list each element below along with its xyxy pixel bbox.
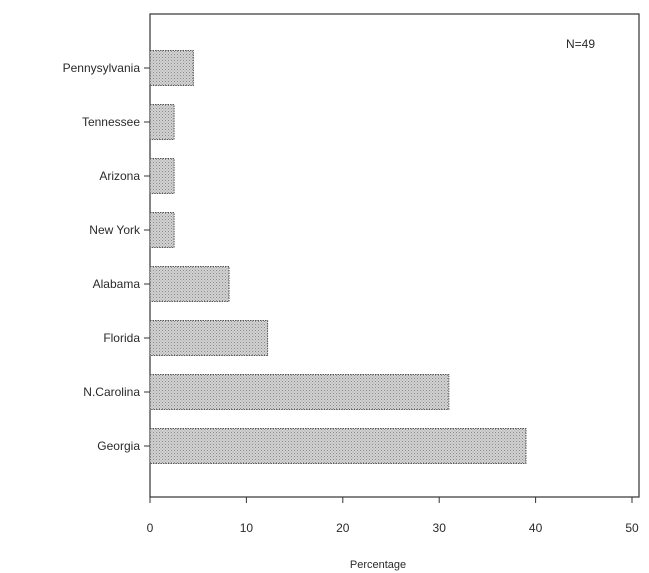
x-tick-label-50: 50 <box>625 521 639 535</box>
plot-frame <box>149 13 640 498</box>
bar-tennessee <box>149 104 175 140</box>
y-tick-label-florida: Florida <box>103 331 140 345</box>
y-tick-label-georgia: Georgia <box>97 439 140 453</box>
bar-n-carolina <box>149 374 450 410</box>
y-tick-label-new-york: New York <box>89 223 141 237</box>
y-axis: Pennysylvania Tennessee Arizona New York Ala… <box>63 61 150 453</box>
x-tick-label-30: 30 <box>433 521 447 535</box>
bar-arizona <box>149 158 175 194</box>
y-tick-label-arizona: Arizona <box>99 169 140 183</box>
x-axis: 0 10 20 30 40 50 <box>147 497 639 535</box>
bar-new-york <box>149 212 175 248</box>
bar-alabama <box>149 266 230 302</box>
sample-size-annotation: N=49 <box>566 37 595 51</box>
x-tick-label-0: 0 <box>147 521 154 535</box>
y-tick-label-tennessee: Tennessee <box>82 115 140 129</box>
y-tick-label-alabama: Alabama <box>93 277 141 291</box>
y-tick-label-pennysylvania: Pennysylvania <box>63 61 141 75</box>
bar-florida <box>149 320 269 356</box>
x-tick-label-40: 40 <box>529 521 543 535</box>
bars-layer <box>149 50 527 464</box>
bar-georgia <box>149 428 527 464</box>
x-axis-title: Percentage <box>350 559 406 571</box>
bar-pennysylvania <box>149 50 194 86</box>
x-tick-label-20: 20 <box>336 521 350 535</box>
x-tick-label-10: 10 <box>240 521 254 535</box>
y-tick-label-n-carolina: N.Carolina <box>83 385 140 399</box>
